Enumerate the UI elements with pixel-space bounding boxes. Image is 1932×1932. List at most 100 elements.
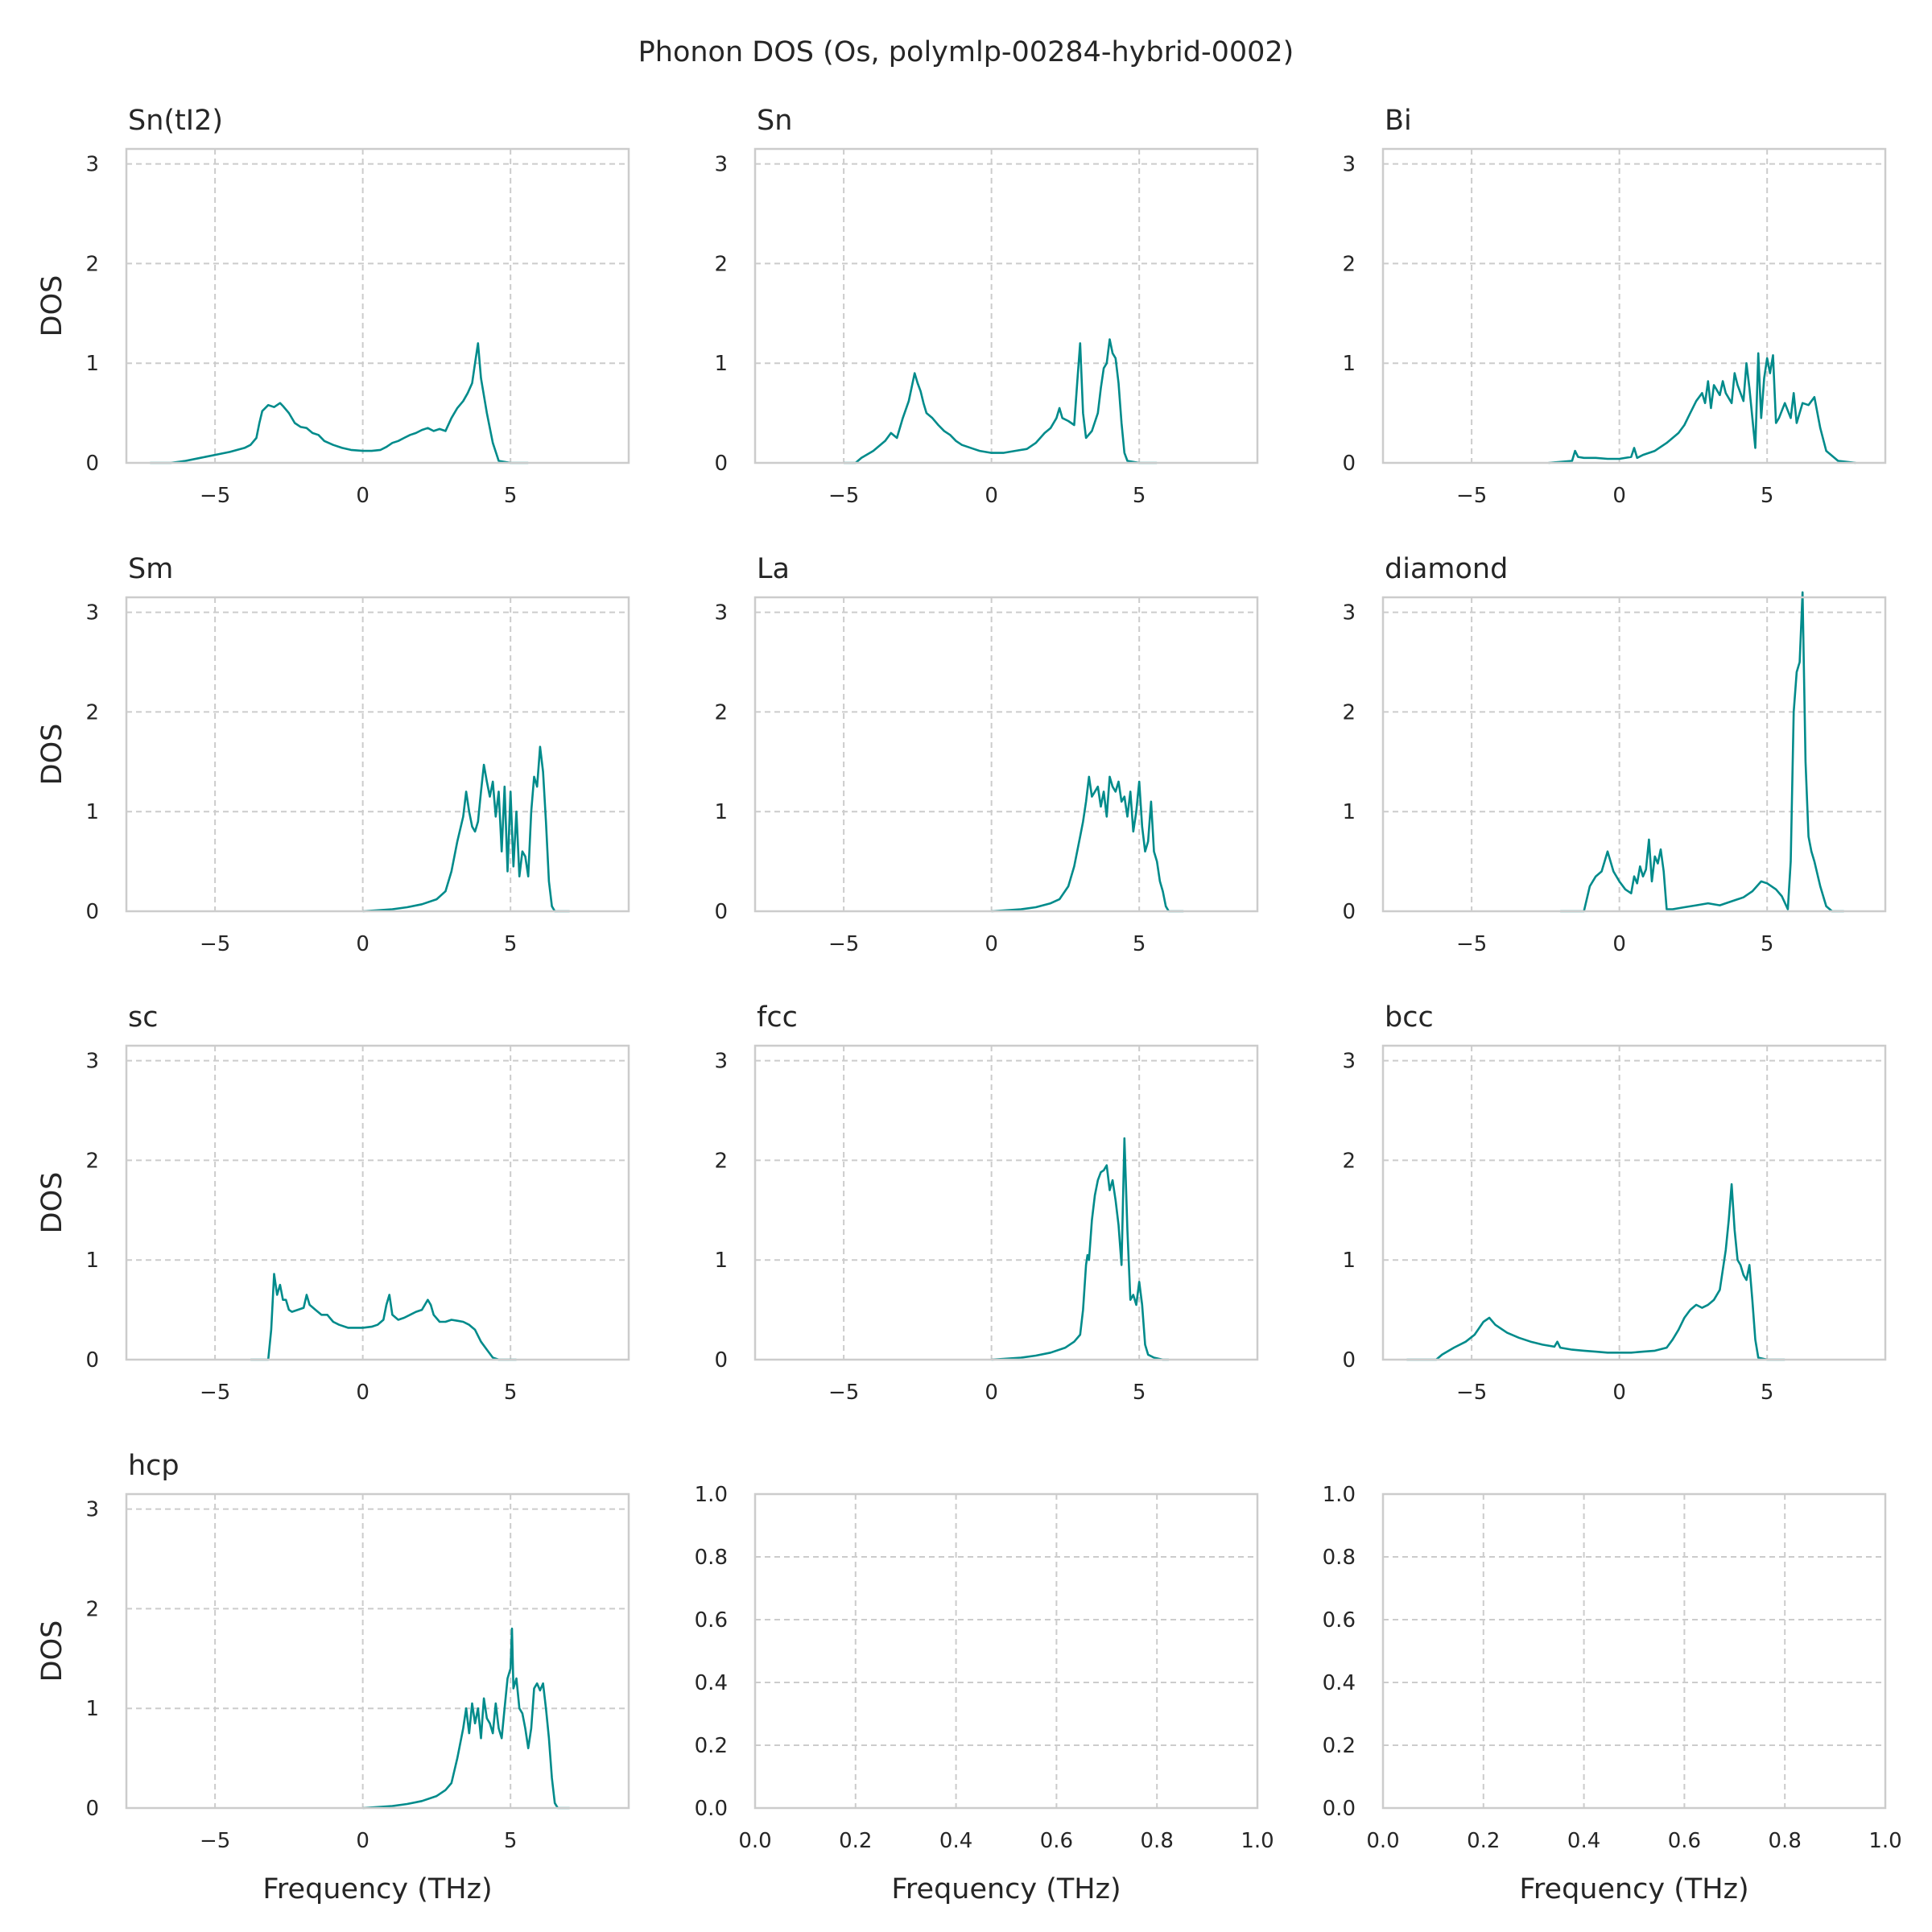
y-axis-label: DOS [36, 724, 68, 786]
subplot-title: La [757, 553, 790, 585]
x-tick-label: 5 [1761, 932, 1774, 956]
x-tick-label: −5 [1456, 1381, 1487, 1405]
x-tick-label: 0.2 [839, 1829, 872, 1853]
dos-curve [844, 338, 1158, 464]
y-tick-label: 0 [85, 900, 99, 924]
x-tick-label: 0 [1612, 932, 1626, 956]
x-tick-label: 5 [1761, 484, 1774, 508]
x-tick-label: 5 [504, 932, 518, 956]
x-tick-label: −5 [200, 1381, 230, 1405]
plot-frame [125, 1044, 630, 1361]
plot-frame [753, 1492, 1259, 1810]
y-tick-label: 0 [85, 452, 99, 476]
y-tick-label: 1 [85, 1697, 99, 1721]
y-tick-label: 0 [714, 1348, 728, 1373]
subplot-3: −5 0 5 0 1 2 3 Bi [1342, 105, 1887, 508]
plot-frame [1381, 596, 1887, 913]
x-tick-label: 5 [504, 1829, 518, 1853]
x-tick-label: 0.6 [1668, 1829, 1701, 1853]
x-tick-label: −5 [200, 484, 230, 508]
subplot-10: −5 0 5 0 1 2 3 hcp DOS Frequency (THz) [36, 1450, 630, 1905]
x-tick-label: 0.2 [1467, 1829, 1500, 1853]
y-tick-label: 0 [714, 900, 728, 924]
y-tick-label: 1 [714, 352, 728, 376]
dos-curve [150, 342, 529, 464]
subplot-title: Sm [128, 553, 173, 585]
y-tick-label: 1 [85, 1249, 99, 1273]
y-tick-label: 1 [1342, 352, 1356, 376]
y-tick-label: 1 [1342, 800, 1356, 824]
x-tick-label: 5 [1133, 484, 1146, 508]
subplot-12: 0.0 0.2 0.4 0.6 0.8 1.0 0.0 0.2 0.4 0.6 0.8 1.0 Freq… [1323, 1483, 1902, 1905]
x-tick-label: −5 [1456, 484, 1487, 508]
y-tick-label: 0 [1342, 900, 1356, 924]
subplot-title: Sn(tI2) [128, 105, 223, 137]
x-tick-label: 5 [504, 1381, 518, 1405]
y-tick-label: 2 [1342, 1149, 1356, 1173]
x-tick-label: 5 [504, 484, 518, 508]
y-tick-label: 0 [714, 452, 728, 476]
y-tick-label: 2 [714, 1149, 728, 1173]
x-tick-label: 0.0 [1366, 1829, 1399, 1853]
y-tick-label: 0 [1342, 452, 1356, 476]
x-tick-label: −5 [200, 1829, 230, 1853]
subplot-title: bcc [1385, 1001, 1434, 1034]
x-tick-label: 0.6 [1040, 1829, 1073, 1853]
y-tick-label: 3 [85, 1050, 99, 1074]
x-tick-label: 0 [356, 932, 369, 956]
dos-curve [250, 1273, 517, 1361]
x-tick-label: 1.0 [1241, 1829, 1274, 1853]
subplot-8: −5 0 5 0 1 2 3 fcc [714, 1001, 1259, 1405]
y-tick-label: 1.0 [1323, 1483, 1356, 1507]
subplot-title: sc [128, 1001, 158, 1034]
subplot-4: −5 0 5 0 1 2 3 Sm DOS [36, 553, 630, 956]
subplot-title: Sn [757, 105, 792, 137]
x-tick-label: −5 [828, 1381, 859, 1405]
x-tick-label: 0 [1612, 1381, 1626, 1405]
x-tick-label: 0 [985, 932, 998, 956]
y-tick-label: 0.8 [695, 1546, 728, 1570]
x-tick-label: −5 [828, 932, 859, 956]
plot-frame [1381, 1044, 1887, 1361]
dos-curve [1560, 591, 1844, 913]
plot-frame [125, 1492, 630, 1810]
figure-title: Phonon DOS (Os, polymlp-00284-hybrid-000… [638, 36, 1294, 68]
plot-frame [753, 596, 1259, 913]
dos-curve [991, 1137, 1169, 1361]
y-tick-label: 0.0 [695, 1797, 728, 1821]
y-tick-label: 0.6 [695, 1608, 728, 1633]
y-tick-label: 3 [85, 601, 99, 625]
subplot-title: fcc [757, 1001, 798, 1034]
y-tick-label: 0.2 [695, 1734, 728, 1758]
subplot-1: −5 0 5 0 1 2 3 Sn(tI2) DOS [36, 105, 630, 508]
x-tick-label: 0 [985, 1381, 998, 1405]
y-tick-label: 0.8 [1323, 1546, 1356, 1570]
y-tick-label: 0 [1342, 1348, 1356, 1373]
plot-frame [1381, 147, 1887, 464]
y-tick-label: 1 [85, 352, 99, 376]
x-tick-label: 0 [985, 484, 998, 508]
x-tick-label: 0 [1612, 484, 1626, 508]
y-tick-label: 3 [714, 153, 728, 177]
plot-frame [1381, 1492, 1887, 1810]
y-tick-label: 3 [714, 601, 728, 625]
dos-curve [991, 775, 1184, 913]
y-tick-label: 0.0 [1323, 1797, 1356, 1821]
dos-curve [362, 1627, 570, 1810]
x-tick-label: 0 [356, 1381, 369, 1405]
y-tick-label: 3 [714, 1050, 728, 1074]
y-tick-label: 2 [85, 1149, 99, 1173]
x-tick-label: 0 [356, 1829, 369, 1853]
x-tick-label: 0.4 [1567, 1829, 1600, 1853]
plot-frame [125, 596, 630, 913]
y-tick-label: 0.4 [695, 1671, 728, 1695]
subplot-5: −5 0 5 0 1 2 3 La [714, 553, 1259, 956]
y-tick-label: 0 [85, 1797, 99, 1821]
x-axis-label: Frequency (THz) [262, 1873, 492, 1905]
y-tick-label: 2 [714, 252, 728, 276]
subplot-title: diamond [1385, 553, 1508, 585]
x-axis-label: Frequency (THz) [1519, 1873, 1748, 1905]
x-tick-label: 0.8 [1769, 1829, 1802, 1853]
